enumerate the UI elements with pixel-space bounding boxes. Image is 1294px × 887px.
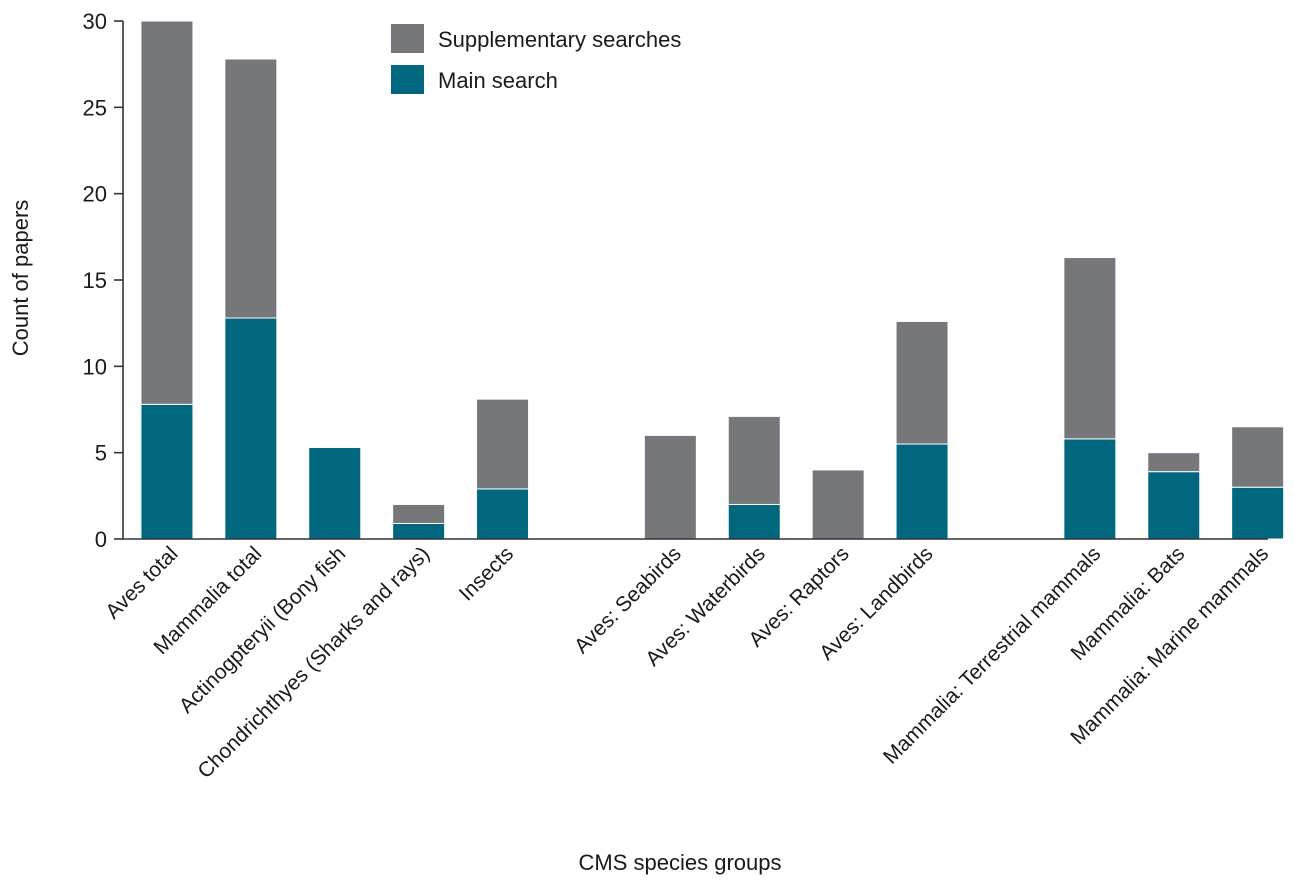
y-tick-label: 15 (83, 268, 107, 293)
bar-segment (392, 522, 446, 540)
bar-segment (1231, 486, 1285, 540)
legend-swatch (391, 65, 424, 94)
bar-segment (224, 58, 278, 319)
bars-group (140, 20, 1285, 540)
legend: Supplementary searches Main search (391, 24, 681, 94)
bar-segment (1147, 471, 1201, 540)
bar-segment (308, 446, 362, 540)
y-tick-label: 0 (95, 527, 107, 552)
bar-segment (811, 469, 865, 540)
bar-segment (476, 398, 530, 490)
y-tick-label: 30 (83, 9, 107, 34)
y-tick-label: 5 (95, 441, 107, 466)
bar-segment (1147, 452, 1201, 473)
y-tick-label: 20 (83, 182, 107, 207)
category-label: Aves total (101, 542, 182, 623)
bar-segment (727, 503, 781, 540)
y-tick-label: 25 (83, 95, 107, 120)
legend-swatch (391, 24, 424, 53)
bar-segment (895, 443, 949, 540)
bar-segment (392, 503, 446, 524)
bar-segment (895, 320, 949, 445)
x-axis-title: CMS species groups (579, 850, 782, 875)
category-label: Actinogpteryii (Bony fish (175, 542, 351, 718)
axes-group: 0 5 10 15 20 25 30 (83, 9, 1268, 552)
y-tick-label: 10 (83, 354, 107, 379)
bar-segment (224, 317, 278, 540)
bar-segment (643, 434, 697, 540)
legend-label: Main search (438, 68, 558, 93)
bar-segment (140, 20, 194, 405)
bar-segment (1063, 257, 1117, 440)
bar-segment (476, 488, 530, 540)
y-axis-title: Count of papers (8, 200, 33, 357)
bar-segment (1231, 426, 1285, 488)
bar-segment (727, 415, 781, 505)
bar-segment (1063, 438, 1117, 540)
legend-label: Supplementary searches (438, 27, 681, 52)
category-label: Insects (455, 542, 518, 605)
bar-segment (140, 403, 194, 540)
